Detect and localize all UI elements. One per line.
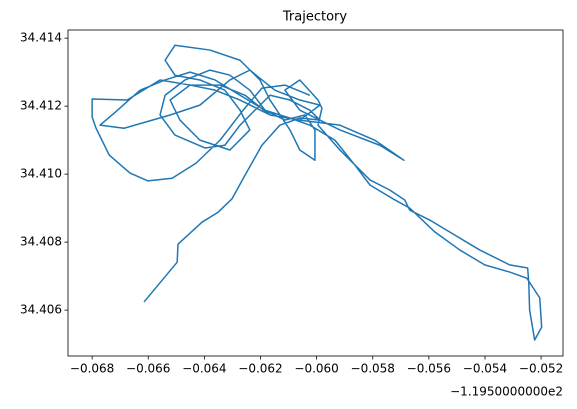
x-tick-label: −0.054 — [463, 362, 507, 376]
x-tick-label: −0.068 — [70, 362, 114, 376]
x-tick-label: −0.062 — [238, 362, 282, 376]
y-tick-label: 34.414 — [20, 31, 62, 45]
y-tick-label: 34.412 — [20, 99, 62, 113]
x-tick-label: −0.066 — [126, 362, 170, 376]
trajectory-line — [91, 44, 543, 341]
y-tick-label: 34.408 — [20, 235, 62, 249]
x-tick-label: −0.052 — [519, 362, 563, 376]
chart-title: Trajectory — [282, 10, 347, 25]
x-tick-label: −0.058 — [351, 362, 395, 376]
x-tick-label: −0.056 — [407, 362, 451, 376]
offset-text: −1.1950000000e2 — [450, 385, 563, 399]
y-tick-label: 34.410 — [20, 167, 62, 181]
x-tick-label: −0.060 — [294, 362, 338, 376]
y-tick-label: 34.406 — [20, 303, 62, 317]
axes-frame — [67, 29, 564, 357]
x-tick-label: −0.064 — [182, 362, 226, 376]
